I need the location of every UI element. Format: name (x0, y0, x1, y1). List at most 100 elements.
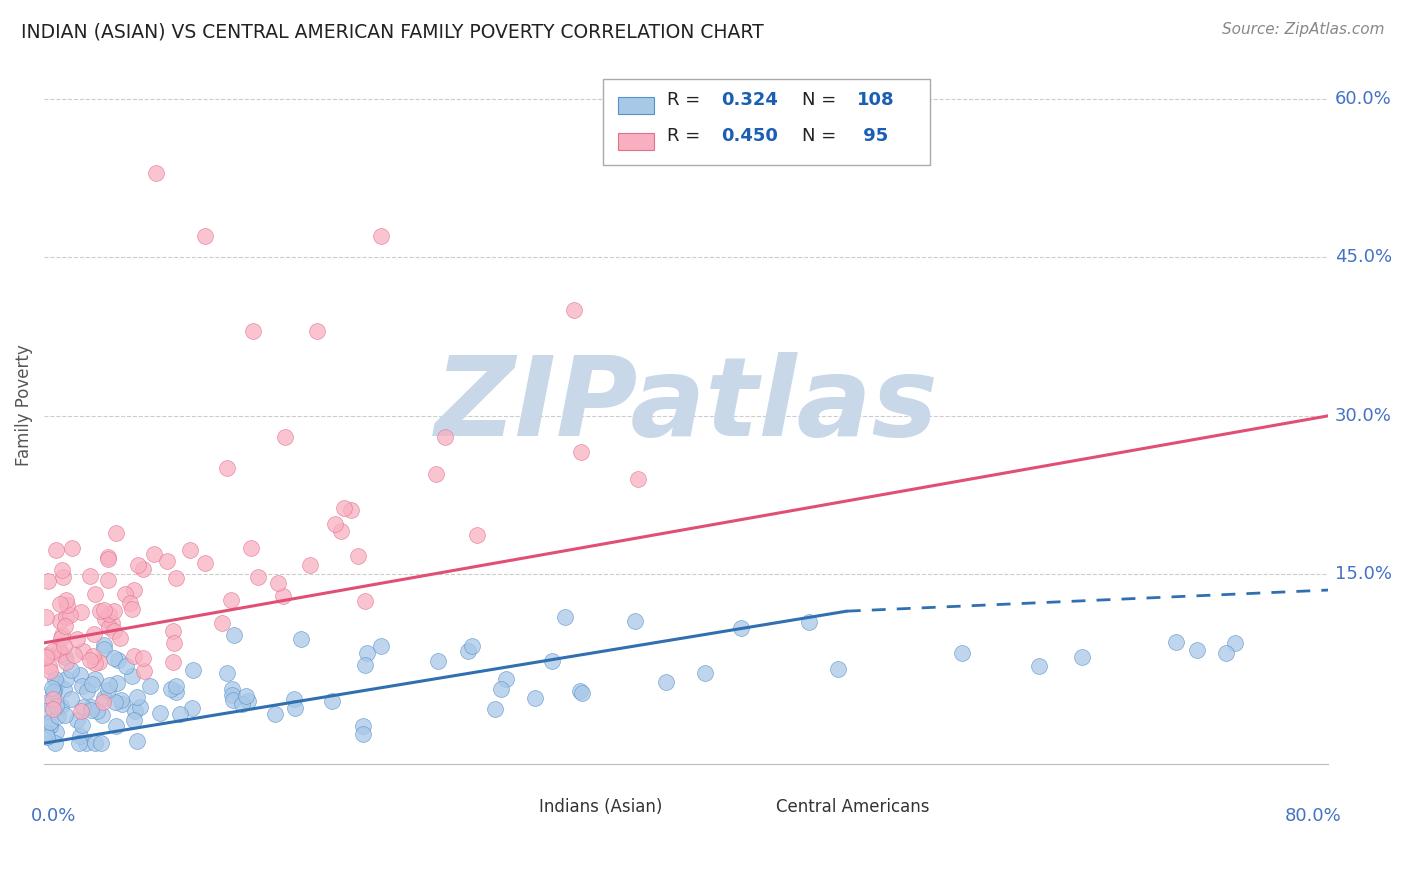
Point (165, 679, 187, 693)
Point (90, 708, 112, 723)
Point (1223, 635, 1246, 649)
Point (38, 658, 60, 673)
Point (242, 324, 264, 338)
Point (55, 655, 77, 669)
Point (103, 651, 125, 665)
Point (44, 736, 66, 750)
Point (107, 652, 129, 666)
Point (194, 229, 217, 244)
Bar (619, 133, 654, 150)
Point (104, 696, 127, 710)
Point (132, 562, 155, 576)
Point (799, 615, 821, 630)
Point (165, 684, 187, 698)
Point (1215, 646, 1237, 660)
Point (139, 679, 162, 693)
Point (72, 700, 94, 714)
Point (69, 668, 91, 682)
Point (97, 549, 120, 564)
Point (127, 558, 149, 572)
Point (69, 705, 91, 719)
Point (44, 684, 66, 698)
Point (44, 673, 66, 687)
Point (169, 707, 191, 722)
Point (352, 727, 374, 741)
Point (434, 430, 457, 444)
Point (121, 669, 143, 683)
Point (1187, 642, 1209, 657)
Point (460, 639, 482, 653)
Point (91, 695, 114, 709)
Point (35, 726, 58, 740)
Point (44, 724, 66, 739)
Point (465, 528, 488, 542)
Point (55, 708, 77, 723)
Point (48, 641, 70, 656)
Point (60, 692, 83, 706)
Point (122, 648, 145, 663)
Point (72, 644, 94, 658)
Point (693, 666, 716, 681)
Text: Central Americans: Central Americans (776, 798, 929, 816)
Point (247, 569, 270, 583)
Point (235, 689, 257, 703)
Point (97, 551, 120, 566)
Point (105, 719, 128, 733)
Point (90, 736, 112, 750)
Point (124, 704, 146, 718)
Point (51, 631, 73, 645)
Point (181, 663, 204, 677)
Point (425, 467, 447, 482)
Point (127, 690, 149, 705)
Point (305, 324, 328, 338)
Point (55, 649, 77, 664)
Point (127, 734, 149, 748)
Point (89, 604, 111, 618)
Text: 60.0%: 60.0% (1334, 90, 1392, 108)
Point (70, 679, 93, 693)
Point (115, 659, 138, 673)
Point (1166, 634, 1188, 648)
Point (84, 587, 107, 601)
Y-axis label: Family Poverty: Family Poverty (15, 344, 32, 467)
Point (271, 589, 294, 603)
Point (51, 628, 73, 642)
Point (103, 604, 125, 618)
Point (53, 682, 76, 697)
Point (162, 624, 184, 639)
Point (56, 599, 79, 613)
Point (163, 636, 186, 650)
Point (1070, 650, 1092, 665)
Point (134, 664, 156, 678)
Point (42, 692, 65, 706)
Text: Indians (Asian): Indians (Asian) (538, 798, 662, 816)
Point (222, 628, 245, 642)
Point (46, 676, 69, 690)
Point (53, 640, 76, 654)
Point (352, 719, 374, 733)
Point (827, 662, 849, 676)
Point (426, 654, 449, 668)
Point (35, 649, 58, 664)
Point (370, 229, 392, 244)
Text: R =: R = (666, 91, 706, 109)
Text: 0.0%: 0.0% (31, 807, 77, 825)
Point (37, 574, 59, 588)
Point (41, 643, 63, 657)
Point (332, 500, 354, 515)
Point (283, 692, 305, 706)
Point (49, 614, 72, 628)
Point (457, 643, 479, 657)
Point (211, 615, 233, 630)
Point (950, 647, 973, 661)
Point (347, 549, 370, 564)
Point (627, 472, 650, 486)
Point (219, 593, 242, 607)
Point (42, 685, 65, 699)
Point (321, 694, 343, 708)
Bar (494, 798, 531, 817)
Point (37, 648, 59, 662)
Point (79, 568, 101, 582)
Bar (731, 798, 769, 817)
Point (89, 655, 111, 669)
